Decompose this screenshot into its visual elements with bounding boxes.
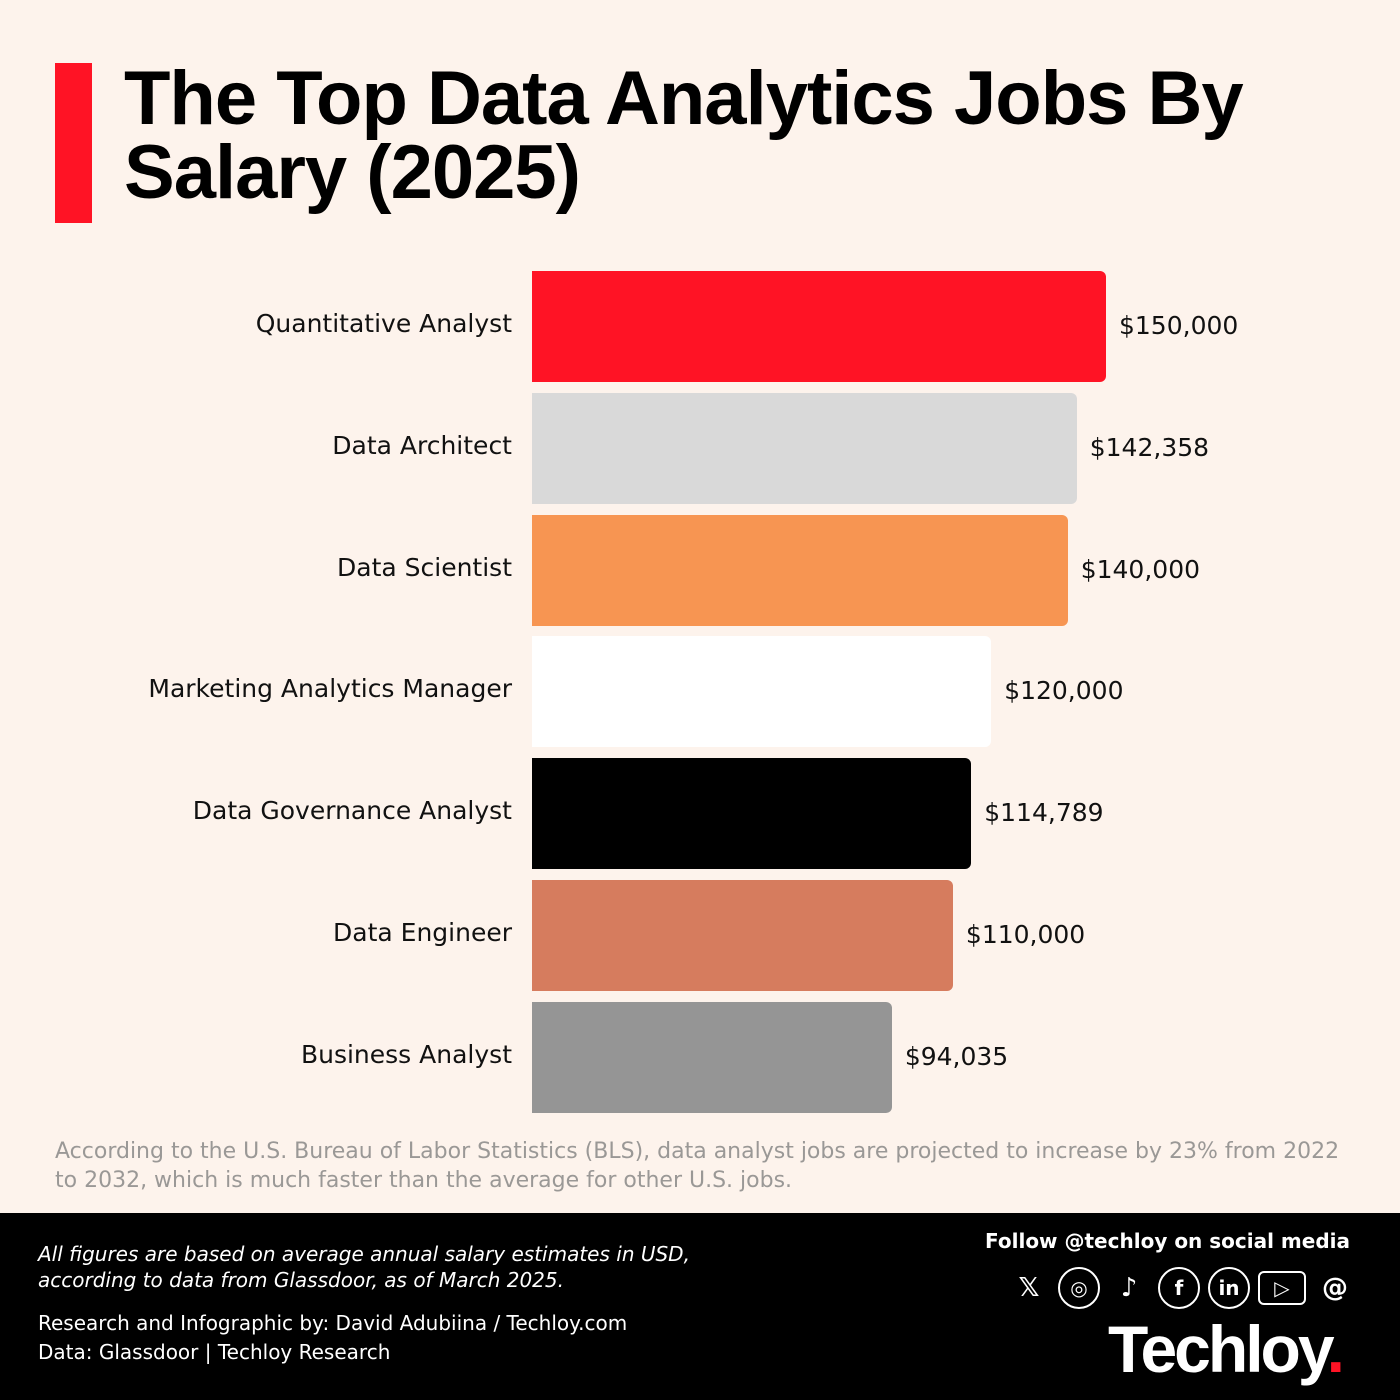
value-label: $150,000	[1119, 311, 1239, 340]
bar	[532, 271, 1106, 382]
threads-icon[interactable]: @	[1322, 1273, 1348, 1303]
logo-text: Techloy	[1108, 1312, 1330, 1386]
bls-note: According to the U.S. Bureau of Labor St…	[55, 1139, 1340, 1193]
bar	[532, 392, 1077, 504]
bar	[532, 514, 1068, 626]
value-label: $94,035	[904, 1041, 1009, 1071]
disclaimer-line: according to data from Glassdoor, as of …	[38, 1268, 564, 1292]
bar	[532, 636, 992, 748]
bar	[532, 1001, 892, 1113]
bar	[532, 880, 953, 991]
x-icon[interactable]: 𝕏	[1018, 1273, 1040, 1303]
instagram-icon[interactable]: ◎	[1058, 1267, 1100, 1309]
youtube-icon[interactable]: ▷	[1258, 1271, 1306, 1305]
value-label: $140,000	[1080, 554, 1201, 584]
category-label: Data Engineer	[333, 918, 512, 947]
page-title: The Top Data Analytics Jobs By Salary (2…	[124, 56, 1244, 215]
social-icons: 𝕏 ◎ ♪ f in ▷ @	[1008, 1267, 1356, 1309]
category-label: Quantitative Analyst	[255, 309, 512, 338]
bar-chart: Quantitative Analyst $150,000 Data Archite…	[148, 271, 1239, 1113]
bar	[532, 758, 972, 870]
disclaimer-line: All figures are based on average annual …	[38, 1242, 690, 1266]
linkedin-icon[interactable]: in	[1208, 1267, 1250, 1309]
disclaimer: All figures are based on average annual …	[38, 1241, 690, 1293]
value-label: $142,358	[1089, 432, 1210, 462]
category-label: Data Scientist	[337, 552, 512, 582]
category-label: Data Architect	[332, 430, 512, 460]
category-label: Marketing Analytics Manager	[148, 674, 512, 704]
category-label: Data Governance Analyst	[192, 796, 512, 826]
category-label: Business Analyst	[300, 1039, 512, 1069]
credit-line: Research and Infographic by: David Adubi…	[38, 1311, 628, 1335]
techloy-logo: Techloy.	[1108, 1312, 1345, 1386]
title-accent-bar	[55, 63, 92, 223]
footer: All figures are based on average annual …	[0, 1213, 1400, 1400]
value-label: $120,000	[1004, 676, 1124, 706]
value-label: $110,000	[965, 920, 1086, 949]
facebook-icon[interactable]: f	[1158, 1267, 1200, 1309]
data-source: Data: Glassdoor | Techloy Research	[38, 1340, 391, 1364]
credits: Research and Infographic by: David Adubi…	[38, 1309, 627, 1367]
tiktok-icon[interactable]: ♪	[1120, 1273, 1138, 1303]
follow-text: Follow @techloy on social media	[985, 1229, 1350, 1253]
value-label: $114,789	[984, 798, 1104, 828]
